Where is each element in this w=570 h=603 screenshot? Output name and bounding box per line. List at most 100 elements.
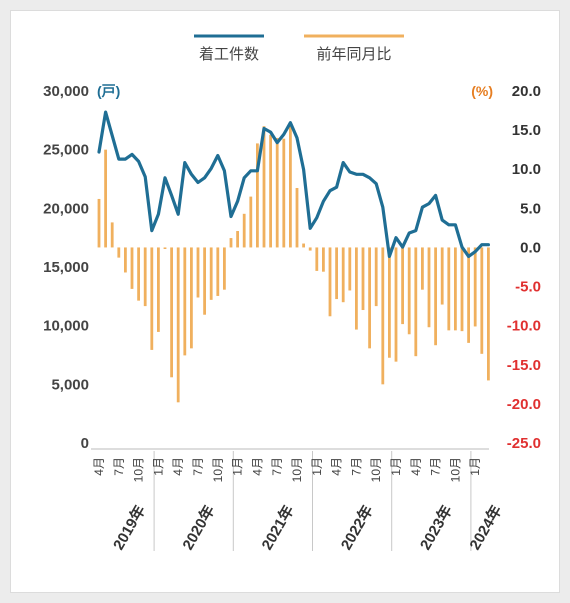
yoy-bar [216, 247, 220, 296]
year-label: 2023年 [416, 502, 456, 553]
yoy-bar [434, 247, 437, 346]
left-tick-label: 30,000 [43, 83, 89, 100]
yoy-bar [322, 247, 325, 272]
year-label: 2024年 [466, 502, 506, 553]
left-tick-label: 5,000 [51, 376, 89, 393]
legend-label-starts: 着工件数 [199, 46, 259, 63]
yoy-bar [150, 247, 154, 350]
yoy-bar [407, 247, 411, 335]
yoy-bar [467, 247, 470, 343]
yoy-bar [183, 247, 187, 356]
right-tick-label: -15.0 [507, 357, 541, 374]
yoy-bar [480, 247, 484, 354]
legend-label-yoy: 前年同月比 [316, 46, 391, 63]
x-axis: 2019年 2020年 2021年 2022年 2023年 2024年 4月 7月 10月 1月 4… [91, 448, 506, 553]
yoy-bar [368, 247, 371, 349]
right-tick-label: 5.0 [520, 200, 541, 217]
yoy-bar [223, 247, 226, 290]
yoy-bar [157, 247, 160, 332]
yoy-bar [460, 247, 464, 332]
chart-card: 着工件数 前年同月比 (戸) (%) 30,000 25,000 20,000 15,… [10, 10, 560, 593]
legend: 着工件数 前年同月比 [194, 34, 404, 63]
yoy-bar [124, 247, 127, 273]
yoy-bar [361, 247, 365, 311]
month-tick-label: 10月 [290, 457, 304, 482]
yoy-bar [256, 143, 259, 248]
yoy-bar [242, 213, 246, 248]
yoy-bar [440, 247, 444, 305]
yoy-bar [275, 137, 279, 248]
left-axis-ticks: 30,000 25,000 20,000 15,000 10,000 5,000 0 [43, 83, 89, 452]
yoy-bar [143, 247, 147, 307]
yoy-bar [302, 243, 305, 248]
month-tick-label: 4月 [330, 457, 344, 476]
right-tick-label: -25.0 [507, 435, 541, 452]
yoy-bar [427, 247, 431, 328]
left-tick-label: 20,000 [43, 200, 89, 217]
yoy-bar [388, 247, 391, 358]
yoy-bar [269, 134, 272, 248]
left-tick-label: 10,000 [43, 318, 89, 335]
yoy-bar [394, 247, 398, 362]
yoy-bar [137, 247, 140, 301]
right-tick-label: -5.0 [515, 279, 541, 296]
month-tick-label: 10月 [211, 457, 225, 482]
month-tick-label: 7月 [191, 457, 205, 476]
yoy-bar [454, 247, 457, 331]
yoy-bar [341, 247, 345, 303]
month-tick-label: 1月 [151, 457, 165, 476]
yoy-bar [170, 247, 173, 378]
month-tick-label: 7月 [270, 457, 284, 476]
month-tick-label: 10月 [369, 457, 383, 482]
yoy-bar [104, 149, 107, 248]
year-label: 2019年 [109, 502, 149, 553]
month-tick-label: 4月 [171, 457, 185, 476]
yoy-bar [414, 247, 418, 357]
yoy-bar [381, 247, 385, 385]
month-tick-label: 1月 [231, 457, 245, 476]
right-axis-unit: (%) [471, 83, 493, 99]
right-tick-label: -20.0 [507, 396, 541, 413]
yoy-bars [97, 125, 490, 403]
year-label: 2022年 [337, 502, 377, 553]
yoy-bar [447, 247, 451, 331]
yoy-bar [348, 247, 352, 291]
month-tick-label: 10月 [448, 457, 462, 482]
right-axis-ticks: 20.0 15.0 10.0 5.0 0.0 -5.0 -10.0 -15.0 -20.0 -25… [507, 83, 541, 452]
yoy-bar [97, 198, 101, 248]
month-tick-label: 1月 [468, 457, 482, 476]
yoy-bar [328, 247, 332, 317]
yoy-bar [315, 247, 319, 271]
yoy-bar [374, 247, 378, 307]
month-tick-label: 4月 [92, 457, 106, 476]
yoy-bar [209, 247, 213, 300]
month-tick-label: 4月 [250, 457, 264, 476]
right-tick-label: 10.0 [512, 161, 541, 178]
month-tick-label: 7月 [112, 457, 126, 476]
yoy-bar [487, 247, 490, 381]
yoy-bar [355, 247, 358, 330]
yoy-bar [262, 126, 266, 248]
right-tick-label: 0.0 [520, 239, 541, 256]
yoy-bar [236, 231, 239, 248]
left-tick-label: 15,000 [43, 259, 89, 276]
yoy-bar [196, 247, 200, 298]
right-tick-label: 15.0 [512, 122, 541, 139]
month-tick-label: 7月 [429, 457, 443, 476]
month-tick-label: 1月 [389, 457, 403, 476]
month-tick-label: 4月 [409, 457, 423, 476]
yoy-bar [190, 247, 193, 349]
yoy-bar [163, 247, 167, 250]
starts-line-layer [97, 110, 490, 258]
yoy-bar [117, 247, 121, 258]
yoy-bar [203, 247, 206, 315]
combo-chart: 着工件数 前年同月比 (戸) (%) 30,000 25,000 20,000 15,… [43, 34, 541, 553]
yoy-bar [176, 247, 180, 403]
month-tick-label: 1月 [310, 457, 324, 476]
year-label: 2021年 [258, 502, 298, 553]
right-tick-label: 20.0 [512, 83, 541, 100]
yoy-bar [110, 222, 114, 248]
yoy-bar [421, 247, 424, 290]
year-label: 2020年 [179, 502, 219, 553]
yoy-bar [229, 238, 233, 248]
